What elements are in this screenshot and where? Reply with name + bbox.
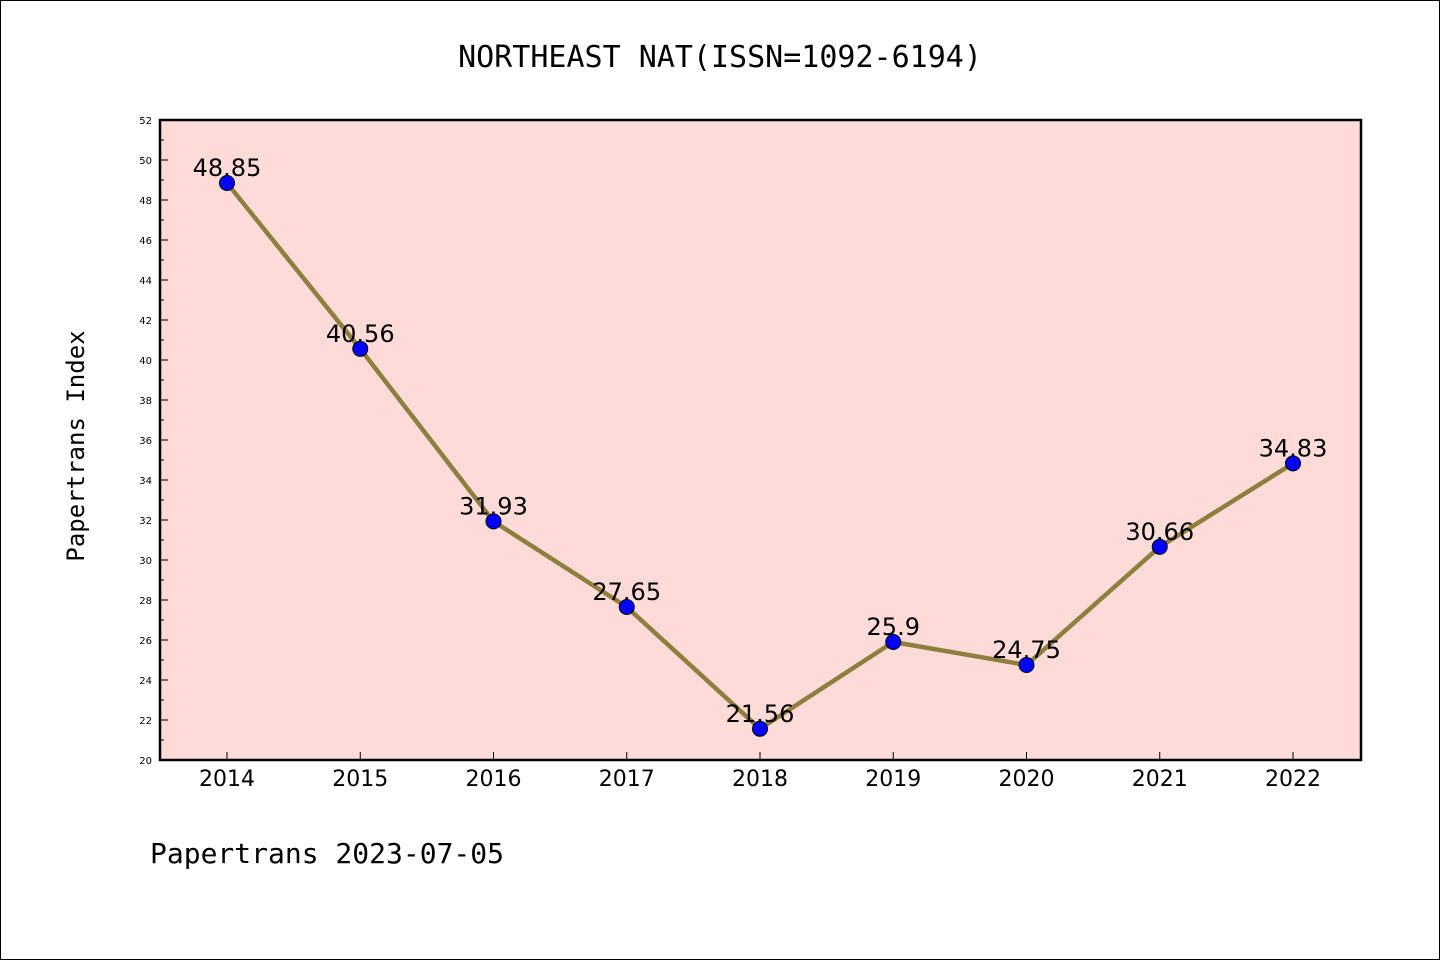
y-tick-label: 20 [139,756,152,767]
data-label: 48.85 [193,154,262,182]
y-tick-label: 24 [139,676,152,687]
footer-text: Papertrans 2023-07-05 [150,837,504,870]
x-tick-label: 2022 [1265,767,1321,792]
y-tick-label: 32 [139,516,152,527]
y-tick-label: 44 [139,276,152,287]
data-point [752,720,768,737]
data-point [1151,538,1168,555]
x-tick-label: 2017 [599,767,655,792]
y-tick-label: 42 [139,316,152,327]
x-axis: 2014 2015 2016 2017 2018 2019 2020 2021 2022 [199,752,1321,792]
series-markers [219,175,1301,737]
y-tick-label: 50 [139,156,152,167]
data-point [352,340,369,357]
y-tick-label: 48 [139,196,152,207]
data-label: 34.83 [1259,434,1328,462]
plot-area [158,118,1363,762]
y-tick-label: 28 [139,596,152,607]
x-tick-label: 2020 [999,767,1055,792]
chart-title: NORTHEAST NAT(ISSN=1092-6194) [458,40,982,75]
x-tick-label: 2016 [466,767,522,792]
data-point [485,513,502,530]
data-label: 25.9 [867,613,920,641]
x-tick-label: 2015 [332,767,388,792]
data-point [1018,657,1035,673]
y-tick-label: 26 [139,636,152,647]
data-label: 21.56 [726,700,795,728]
y-tick-label: 22 [139,716,152,727]
data-label: 40.56 [326,320,395,348]
data-point [219,175,235,191]
data-point [885,634,902,650]
data-point [618,599,635,615]
y-tick-label: 40 [139,356,152,367]
x-tick-label: 2018 [732,767,788,792]
x-tick-label: 2014 [199,767,255,792]
data-label: 27.65 [592,578,661,606]
y-tick-label: 30 [139,556,152,567]
y-tick-label: 36 [139,436,152,447]
data-point [1285,455,1301,472]
data-label: 24.75 [992,636,1061,664]
data-label: 31.93 [459,492,528,520]
y-tick-label: 38 [139,396,152,407]
y-axis-label: Papertrans Index [62,330,90,561]
y-tick-label: 52 [139,116,152,127]
y-tick-label: 46 [139,236,152,247]
x-tick-label: 2019 [865,767,921,792]
data-labels: 48.85 40.56 31.93 27.65 21.56 25.9 24.75 30.66 3… [193,154,1328,728]
x-tick-label: 2021 [1132,767,1188,792]
y-tick-label: 34 [139,476,152,487]
data-label: 30.66 [1125,518,1194,546]
y-axis: 20 22 24 26 28 30 32 34 36 38 40 42 44 46 48 50 52 [139,116,168,767]
